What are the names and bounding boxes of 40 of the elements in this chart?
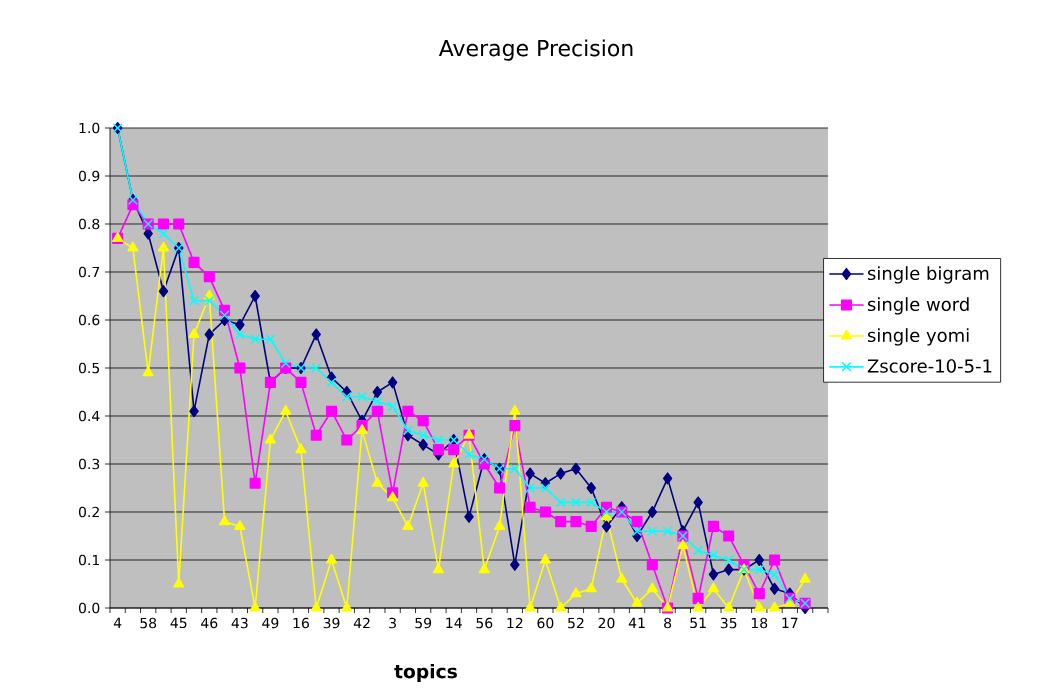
x-tick-label: 17 <box>782 617 798 628</box>
x-tick-label: 35 <box>720 617 737 629</box>
x-tick-label: 3 <box>389 617 396 629</box>
x-tick-label: 14 <box>446 617 462 628</box>
y-tick-label: 0.2 <box>78 506 99 518</box>
x-tick-label: 39 <box>323 617 340 629</box>
x-tick-label: 46 <box>201 617 218 629</box>
x-tick-label: 4 <box>113 617 122 628</box>
y-tick-label: 1.0 <box>79 122 100 134</box>
x-tick-label: 60 <box>537 617 554 629</box>
x-tick-label: 52 <box>568 617 584 629</box>
x-axis-title: topics <box>394 663 457 683</box>
chart-title: Average Precision <box>438 39 633 61</box>
x-tick-label: 59 <box>415 617 432 629</box>
x-tick-label: 58 <box>140 617 157 629</box>
y-tick-label: 0.0 <box>78 602 100 614</box>
y-tick-label: 0.3 <box>78 458 100 470</box>
y-tick-label: 0.4 <box>78 410 100 422</box>
x-tick-label: 56 <box>476 617 493 629</box>
x-tick-label: 8 <box>664 617 672 629</box>
y-tick-label: 0.6 <box>78 314 100 326</box>
x-tick-label: 16 <box>293 617 309 629</box>
y-tick-label: 0.5 <box>78 362 100 374</box>
y-tick-label: 0.1 <box>78 554 99 566</box>
x-tick-label: 20 <box>598 617 615 629</box>
y-tick-label: 0.9 <box>78 170 100 182</box>
x-tick-label: 43 <box>231 617 248 629</box>
y-tick-label: 0.7 <box>78 266 100 278</box>
x-tick-label: 41 <box>628 617 645 628</box>
x-tick-label: 45 <box>170 617 187 629</box>
legend-label: single word <box>867 297 969 315</box>
x-tick-label: 42 <box>353 617 370 629</box>
legend-label: single bigram <box>867 266 989 284</box>
y-tick-label: 0.8 <box>78 218 100 230</box>
legend-label: Zscore-10-5-1 <box>867 359 992 373</box>
x-tick-label: 12 <box>507 617 523 629</box>
x-tick-label: 49 <box>262 617 279 629</box>
x-tick-label: 18 <box>751 617 768 629</box>
x-tick-label: 51 <box>690 617 706 629</box>
legend-label: single yomi <box>867 328 969 346</box>
